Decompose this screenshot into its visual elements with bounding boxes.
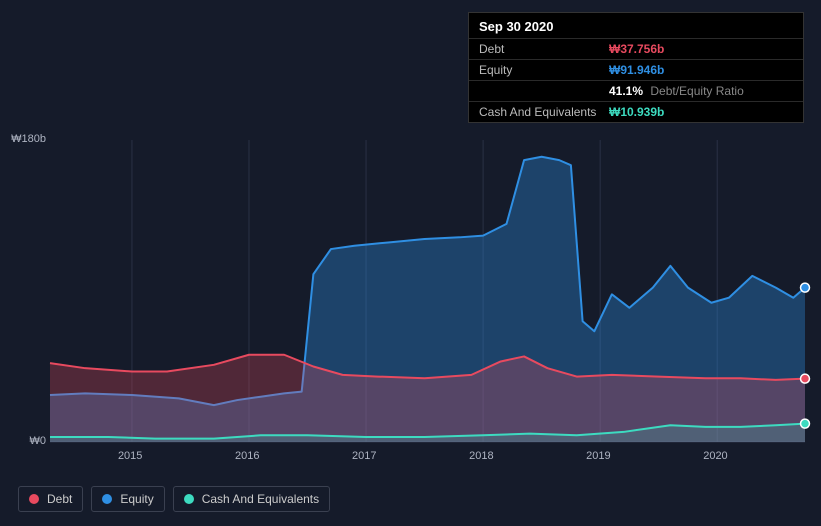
tooltip-row-value: ₩37.756b bbox=[609, 42, 664, 56]
legend-label: Cash And Equivalents bbox=[202, 492, 319, 506]
legend-item[interactable]: Debt bbox=[18, 486, 83, 512]
x-axis-tick-label: 2016 bbox=[235, 450, 259, 462]
legend-label: Debt bbox=[47, 492, 72, 506]
legend-item[interactable]: Equity bbox=[91, 486, 164, 512]
legend-dot bbox=[29, 494, 39, 504]
x-axis-tick-label: 2018 bbox=[469, 450, 493, 462]
x-axis-tick-label: 2015 bbox=[118, 450, 142, 462]
legend-item[interactable]: Cash And Equivalents bbox=[173, 486, 330, 512]
tooltip-row-sublabel: Debt/Equity Ratio bbox=[647, 84, 744, 98]
x-axis-tick-label: 2020 bbox=[703, 450, 727, 462]
y-axis-tick-label: ₩180b bbox=[11, 133, 46, 145]
tooltip-row-value: 41.1% Debt/Equity Ratio bbox=[609, 84, 744, 98]
tooltip-row: Equity₩91.946b bbox=[469, 59, 803, 80]
legend: Debt Equity Cash And Equivalents bbox=[18, 486, 330, 512]
tooltip: Sep 30 2020 Debt₩37.756bEquity₩91.946b41… bbox=[468, 12, 804, 123]
x-axis-tick-label: 2019 bbox=[586, 450, 610, 462]
tooltip-row-value: ₩10.939b bbox=[609, 105, 664, 119]
tooltip-rows: Debt₩37.756bEquity₩91.946b41.1% Debt/Equ… bbox=[469, 38, 803, 122]
tooltip-date: Sep 30 2020 bbox=[469, 13, 803, 38]
tooltip-row-label: Equity bbox=[479, 63, 609, 77]
chart-container: Sep 30 2020 Debt₩37.756bEquity₩91.946b41… bbox=[0, 0, 821, 526]
tooltip-row: 41.1% Debt/Equity Ratio bbox=[469, 80, 803, 101]
legend-dot bbox=[184, 494, 194, 504]
legend-label: Equity bbox=[120, 492, 153, 506]
tooltip-row-label: Cash And Equivalents bbox=[479, 105, 609, 119]
tooltip-row: Cash And Equivalents₩10.939b bbox=[469, 101, 803, 122]
tooltip-row-value: ₩91.946b bbox=[609, 63, 664, 77]
tooltip-row-label: Debt bbox=[479, 42, 609, 56]
x-axis-tick-label: 2017 bbox=[352, 450, 376, 462]
tooltip-row-label bbox=[479, 84, 609, 98]
legend-dot bbox=[102, 494, 112, 504]
tooltip-row: Debt₩37.756b bbox=[469, 38, 803, 59]
y-axis-tick-label: ₩0 bbox=[30, 435, 47, 447]
